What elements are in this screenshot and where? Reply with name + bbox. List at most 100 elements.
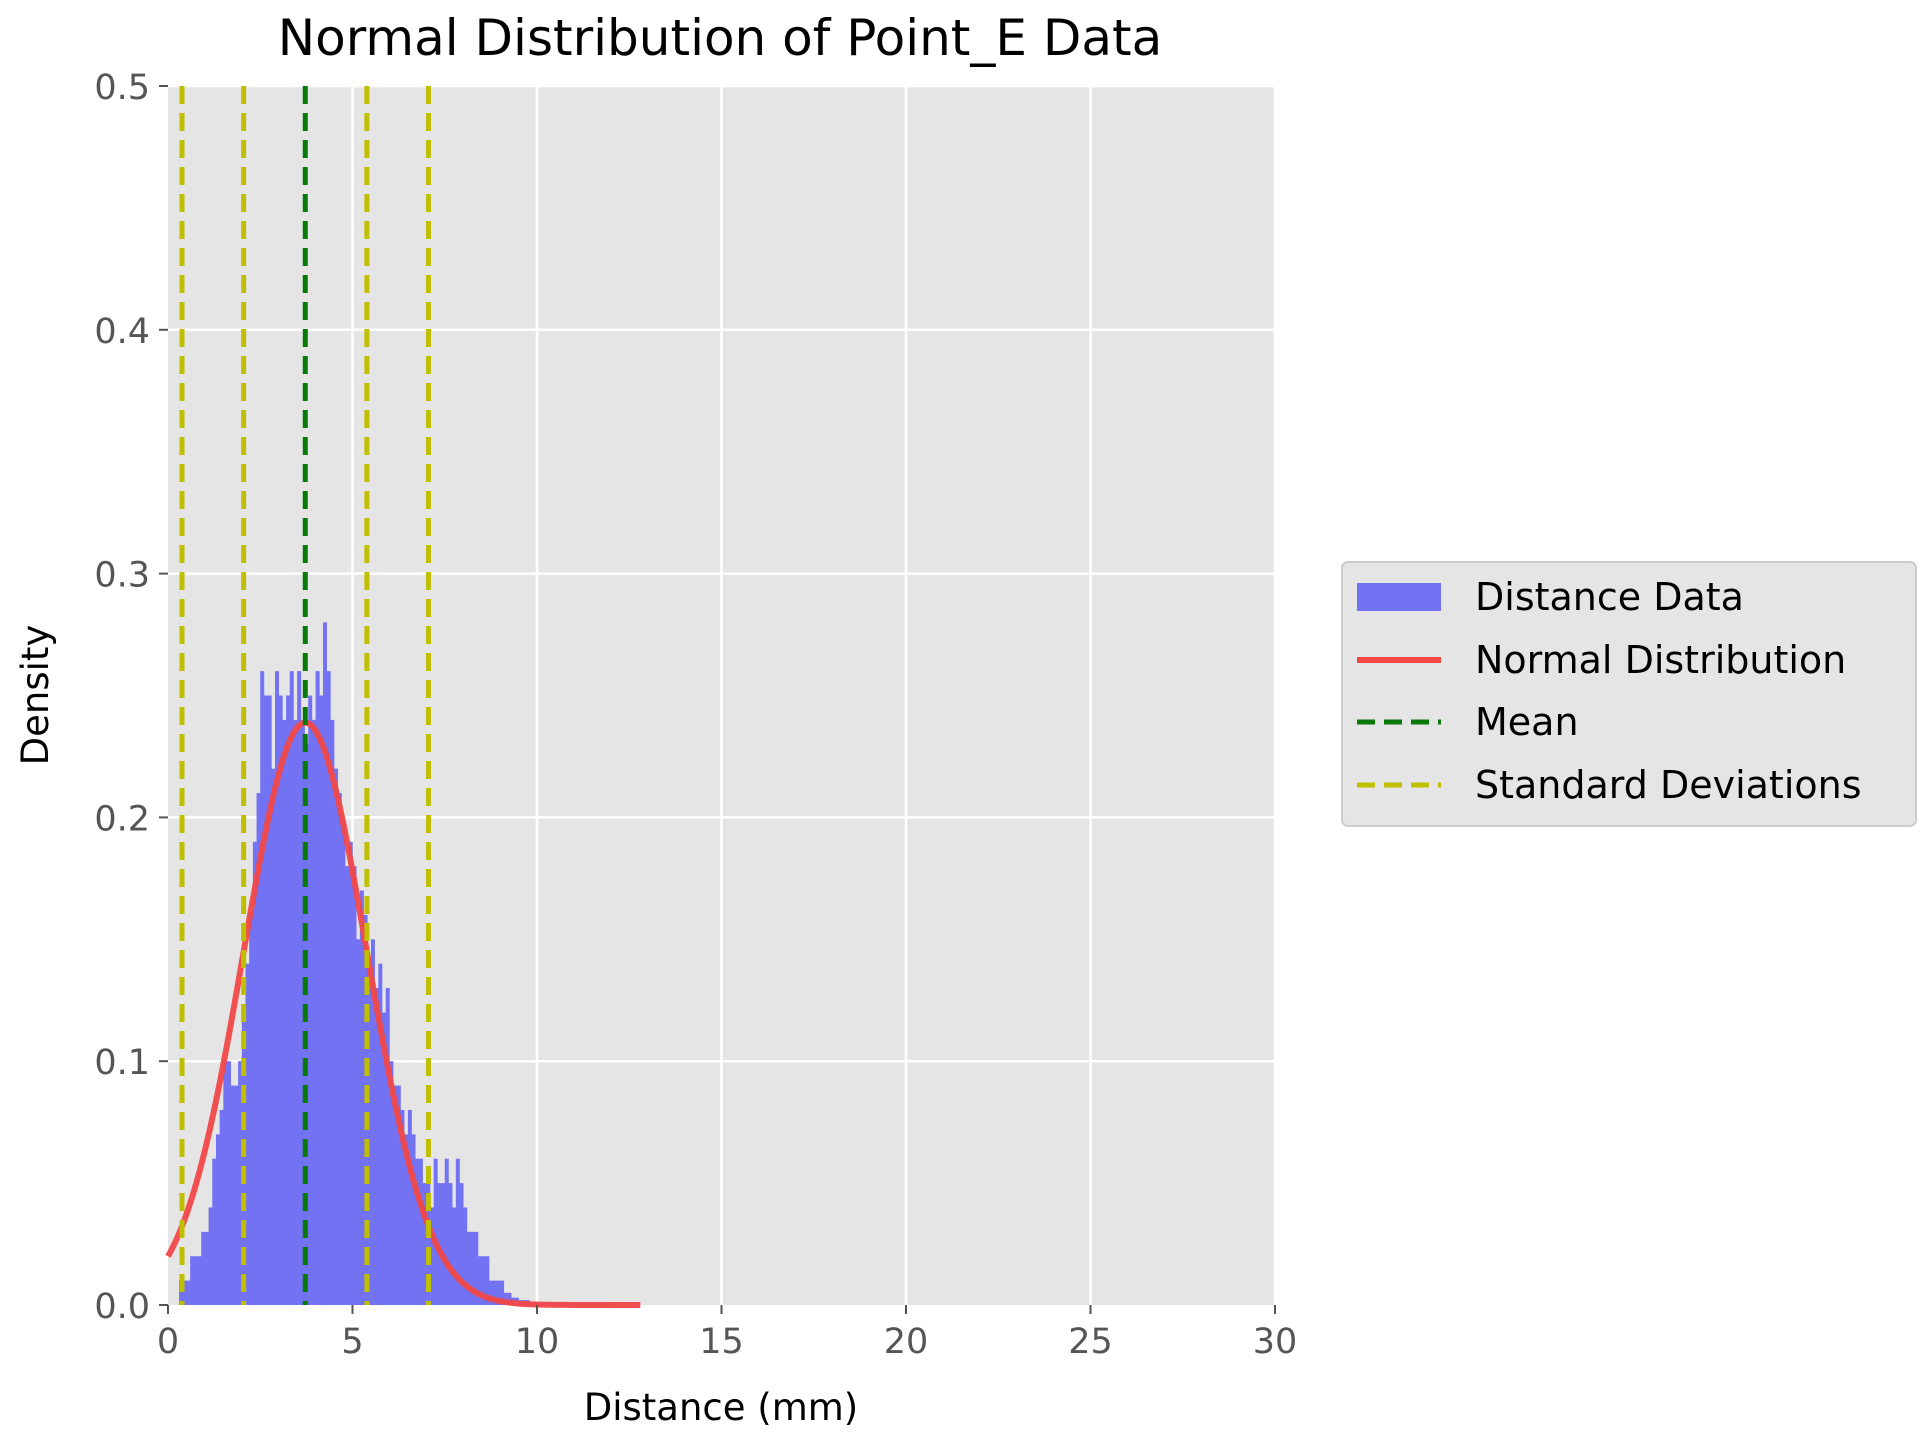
histogram-bar — [422, 1183, 427, 1305]
y-tick-label: 0.0 — [94, 1287, 150, 1327]
histogram-bar — [389, 1061, 394, 1305]
histogram-bar — [411, 1134, 416, 1305]
histogram-bar — [256, 793, 261, 1305]
histogram-bar — [293, 719, 298, 1305]
histogram-bar — [201, 1231, 206, 1305]
histogram-bar — [263, 695, 268, 1305]
histogram-bar — [378, 963, 383, 1305]
histogram-bar — [308, 695, 313, 1305]
reference-lines — [179, 86, 432, 1305]
histogram-bar — [459, 1183, 464, 1305]
histogram-bar — [267, 695, 272, 1305]
histogram-bar — [485, 1256, 490, 1305]
histogram-bar — [234, 1085, 239, 1305]
histogram-bar — [289, 671, 294, 1305]
histogram-bar — [404, 1134, 409, 1305]
histogram-bar — [230, 1085, 235, 1305]
histogram-bar — [197, 1256, 202, 1305]
grid-lines — [168, 84, 1277, 1305]
histogram-bar — [374, 988, 379, 1305]
y-tick-label: 0.1 — [94, 1043, 150, 1083]
histogram-bar — [341, 817, 346, 1305]
x-tick-label: 20 — [884, 1322, 929, 1362]
histogram-bar — [415, 1158, 420, 1305]
histogram-bar — [426, 1183, 431, 1305]
y-tick-label: 0.3 — [94, 556, 150, 596]
y-tick-label: 0.2 — [94, 799, 150, 839]
histogram-bar — [348, 841, 353, 1305]
histogram-bar — [474, 1231, 479, 1305]
histogram-bar — [337, 793, 342, 1305]
histogram-bar — [215, 1134, 220, 1305]
x-axis-ticks: 0 5 10 15 20 25 30 — [157, 1305, 1297, 1362]
histogram-bar — [489, 1280, 494, 1305]
x-tick-label: 5 — [341, 1322, 363, 1362]
histogram-bar — [500, 1280, 505, 1305]
histogram-bar — [245, 963, 250, 1305]
histogram-bar — [455, 1158, 460, 1305]
histogram-bar — [275, 671, 279, 1305]
histogram-bar — [179, 1280, 184, 1305]
histogram-bar — [481, 1256, 486, 1305]
histogram-bar — [370, 939, 375, 1305]
histogram-bar — [496, 1280, 501, 1305]
histogram-bar — [385, 988, 390, 1305]
histogram-bar — [193, 1256, 198, 1305]
histogram-bar — [448, 1183, 453, 1305]
y-axis-label: Density — [14, 625, 57, 766]
histogram-bar — [452, 1207, 457, 1305]
legend-label-normal-distribution: Normal Distribution — [1475, 638, 1846, 682]
histogram-bar — [330, 719, 335, 1305]
histogram-bar — [418, 1158, 423, 1305]
histogram-bar — [319, 695, 324, 1305]
histogram-bar — [393, 1085, 398, 1305]
histogram-bar — [212, 1158, 217, 1305]
histogram-bar — [219, 1109, 224, 1305]
legend-label-standard-deviations: Standard Deviations — [1475, 763, 1862, 807]
chart-title: Normal Distribution of Point_E Data — [278, 9, 1163, 67]
histogram-bar — [334, 768, 339, 1305]
histogram-bar — [271, 768, 276, 1305]
legend: Distance Data Normal Distribution Mean S… — [1341, 561, 1917, 827]
histogram-bar — [278, 695, 283, 1305]
histogram-bar — [352, 866, 357, 1305]
histogram-bar — [315, 671, 320, 1305]
histogram-bar — [359, 890, 364, 1305]
x-tick-label: 25 — [1068, 1322, 1113, 1362]
histogram-bar — [444, 1158, 449, 1305]
histogram-bar — [363, 914, 368, 1305]
histogram-bar — [186, 1280, 191, 1305]
legend-box — [1341, 561, 1917, 827]
histogram-bar — [492, 1280, 497, 1305]
histogram-bar — [396, 1085, 401, 1305]
histogram-bar — [238, 1061, 243, 1305]
legend-label-distance-data: Distance Data — [1475, 575, 1744, 619]
x-tick-label: 30 — [1253, 1322, 1298, 1362]
x-tick-label: 0 — [157, 1322, 179, 1362]
histogram-bar — [429, 1207, 434, 1305]
x-tick-label: 10 — [515, 1322, 560, 1362]
histogram-bar — [400, 1109, 405, 1305]
histogram-bar — [441, 1183, 446, 1305]
legend-label-mean: Mean — [1475, 700, 1579, 744]
histogram-bar — [466, 1231, 471, 1305]
histogram-bar — [382, 1012, 387, 1305]
histogram-bar — [463, 1207, 468, 1305]
histogram-bar — [297, 671, 302, 1305]
histogram-bars — [179, 622, 615, 1305]
histogram-bar — [322, 622, 327, 1305]
histogram-bar — [367, 963, 372, 1305]
histogram-bar — [311, 719, 316, 1305]
y-tick-label: 0.4 — [94, 312, 150, 352]
normal-distribution-curve — [165, 719, 641, 1308]
histogram-bar — [304, 744, 309, 1305]
y-axis-ticks: 0.0 0.1 0.2 0.3 0.4 0.5 — [94, 68, 168, 1327]
histogram-bar — [204, 1231, 209, 1305]
histogram-bar — [249, 914, 254, 1305]
histogram-bar — [470, 1231, 475, 1305]
histogram-bar — [477, 1256, 482, 1305]
y-tick-label: 0.5 — [94, 68, 150, 108]
histogram-bar — [507, 1292, 512, 1305]
legend-swatch-distance-data — [1357, 583, 1441, 611]
